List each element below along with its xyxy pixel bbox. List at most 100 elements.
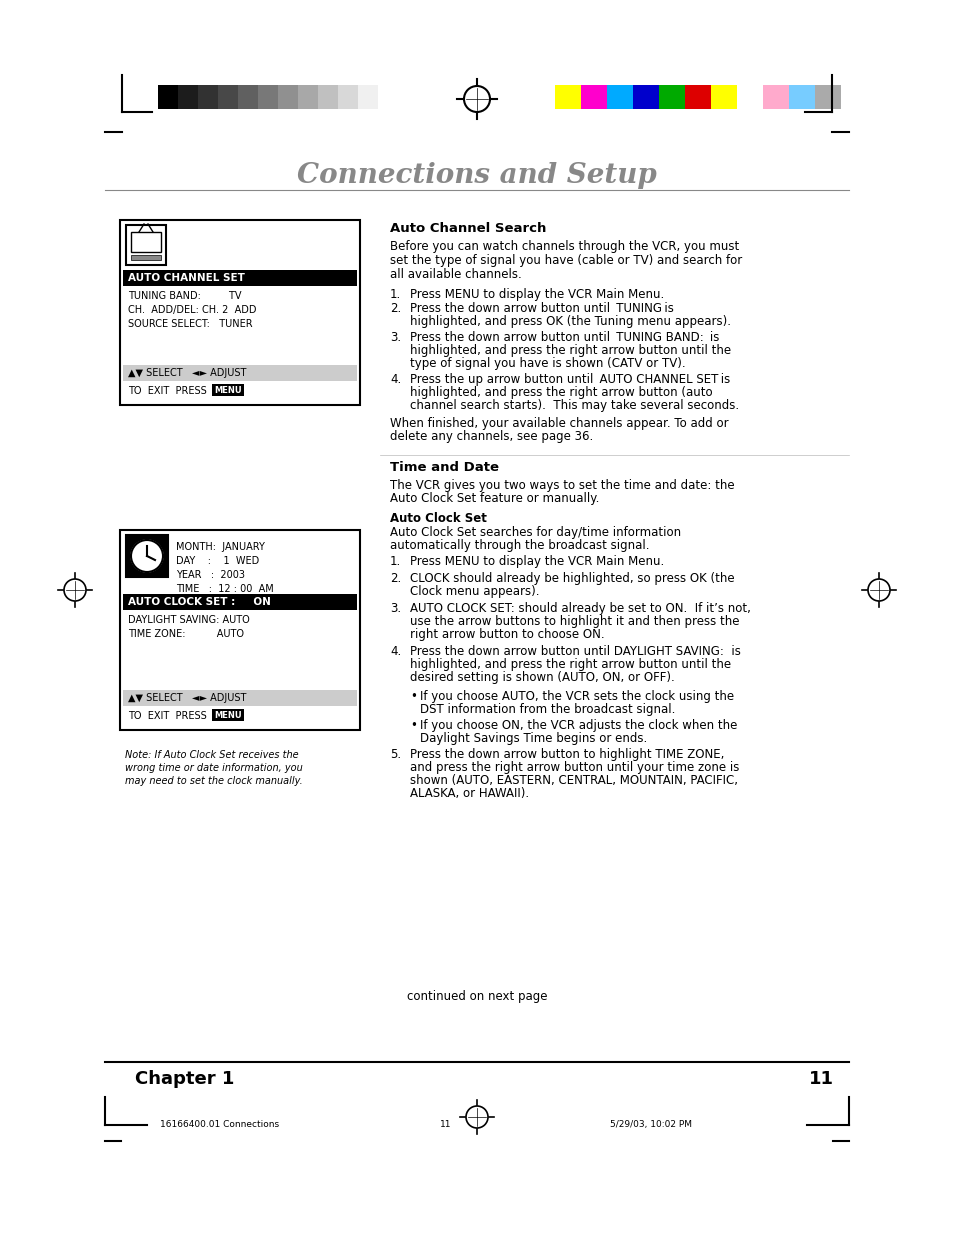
Text: 5/29/03, 10:02 PM: 5/29/03, 10:02 PM: [609, 1120, 691, 1129]
Text: use the arrow buttons to highlight it and then press the: use the arrow buttons to highlight it an…: [410, 615, 739, 629]
Text: all available channels.: all available channels.: [390, 268, 521, 282]
Text: TO  EXIT  PRESS: TO EXIT PRESS: [128, 711, 210, 721]
Text: 2.: 2.: [390, 572, 401, 585]
Bar: [659, 85, 684, 109]
Text: CLOCK should already be highlighted, so press OK (the: CLOCK should already be highlighted, so …: [410, 572, 734, 585]
Bar: [158, 85, 178, 109]
Circle shape: [131, 540, 163, 572]
Text: TIME ZONE:          AUTO: TIME ZONE: AUTO: [128, 629, 244, 638]
Text: The VCR gives you two ways to set the time and date: the: The VCR gives you two ways to set the ti…: [390, 479, 734, 492]
Text: AUTO CLOCK SET: should already be set to ON.  If it’s not,: AUTO CLOCK SET: should already be set to…: [410, 601, 750, 615]
Text: Daylight Savings Time begins or ends.: Daylight Savings Time begins or ends.: [419, 732, 646, 745]
Bar: [762, 85, 788, 109]
Text: 4.: 4.: [390, 645, 401, 658]
Text: channel search starts).  This may take several seconds.: channel search starts). This may take se…: [410, 399, 739, 412]
Text: Chapter 1: Chapter 1: [135, 1070, 234, 1088]
Bar: [337, 85, 357, 109]
Bar: [633, 85, 659, 109]
Bar: [555, 85, 580, 109]
Text: desired setting is shown (AUTO, ON, or OFF).: desired setting is shown (AUTO, ON, or O…: [410, 671, 674, 684]
Text: right arrow button to choose ON.: right arrow button to choose ON.: [410, 629, 604, 641]
Text: highlighted, and press OK (the Tuning menu appears).: highlighted, and press OK (the Tuning me…: [410, 315, 730, 329]
Text: ▲▼ SELECT   ◄► ADJUST: ▲▼ SELECT ◄► ADJUST: [128, 368, 246, 378]
Text: Auto Clock Set feature or manually.: Auto Clock Set feature or manually.: [390, 492, 598, 505]
Text: Press MENU to display the VCR Main Menu.: Press MENU to display the VCR Main Menu.: [410, 555, 663, 568]
Text: 4.: 4.: [390, 373, 401, 387]
Text: Press the down arrow button until  TUNING is: Press the down arrow button until TUNING…: [410, 303, 673, 315]
Text: AUTO CHANNEL SET: AUTO CHANNEL SET: [128, 273, 245, 283]
Text: set the type of signal you have (cable or TV) and search for: set the type of signal you have (cable o…: [390, 254, 741, 267]
Text: DAY    :    1  WED: DAY : 1 WED: [175, 556, 259, 566]
Bar: [123, 366, 356, 382]
Text: If you choose ON, the VCR adjusts the clock when the: If you choose ON, the VCR adjusts the cl…: [419, 719, 737, 732]
Text: AUTO CLOCK SET :     ON: AUTO CLOCK SET : ON: [128, 597, 271, 606]
Bar: [377, 85, 397, 109]
Bar: [357, 85, 377, 109]
Text: YEAR   :  2003: YEAR : 2003: [175, 571, 245, 580]
Text: 5.: 5.: [390, 748, 400, 761]
Text: MENU: MENU: [214, 710, 241, 720]
Bar: [212, 709, 244, 721]
Text: When finished, your available channels appear. To add or: When finished, your available channels a…: [390, 417, 728, 430]
Text: Press MENU to display the VCR Main Menu.: Press MENU to display the VCR Main Menu.: [410, 288, 663, 301]
Text: SOURCE SELECT:   TUNER: SOURCE SELECT: TUNER: [128, 319, 253, 329]
Bar: [131, 254, 161, 261]
Bar: [737, 85, 762, 109]
Text: Auto Clock Set searches for day/time information: Auto Clock Set searches for day/time inf…: [390, 526, 680, 538]
Text: 1.: 1.: [390, 555, 401, 568]
Text: highlighted, and press the right arrow button (auto: highlighted, and press the right arrow b…: [410, 387, 712, 399]
Bar: [131, 232, 161, 252]
Text: Press the up arrow button until  AUTO CHANNEL SET is: Press the up arrow button until AUTO CHA…: [410, 373, 729, 387]
Text: Press the down arrow button to highlight TIME ZONE,: Press the down arrow button to highlight…: [410, 748, 723, 761]
Text: Time and Date: Time and Date: [390, 461, 498, 474]
Text: TO  EXIT  PRESS: TO EXIT PRESS: [128, 387, 210, 396]
Bar: [126, 225, 166, 266]
Text: •: •: [410, 690, 416, 703]
Text: wrong time or date information, you: wrong time or date information, you: [125, 763, 302, 773]
Bar: [606, 85, 633, 109]
Bar: [120, 530, 359, 730]
Bar: [123, 270, 356, 287]
Text: Note: If Auto Clock Set receives the: Note: If Auto Clock Set receives the: [125, 750, 298, 760]
Text: Connections and Setup: Connections and Setup: [296, 162, 657, 189]
Text: MENU: MENU: [214, 385, 241, 394]
Text: TIME   :  12 : 00  AM: TIME : 12 : 00 AM: [175, 584, 274, 594]
Bar: [198, 85, 218, 109]
Text: shown (AUTO, EASTERN, CENTRAL, MOUNTAIN, PACIFIC,: shown (AUTO, EASTERN, CENTRAL, MOUNTAIN,…: [410, 774, 738, 787]
Bar: [123, 690, 356, 706]
Text: If you choose AUTO, the VCR sets the clock using the: If you choose AUTO, the VCR sets the clo…: [419, 690, 734, 703]
Text: highlighted, and press the right arrow button until the: highlighted, and press the right arrow b…: [410, 658, 730, 671]
Text: 1.: 1.: [390, 288, 401, 301]
Bar: [297, 85, 317, 109]
Text: delete any channels, see page 36.: delete any channels, see page 36.: [390, 430, 593, 443]
Text: automatically through the broadcast signal.: automatically through the broadcast sign…: [390, 538, 649, 552]
Bar: [277, 85, 297, 109]
Bar: [126, 535, 168, 577]
Text: CH.  ADD/DEL: CH. 2  ADD: CH. ADD/DEL: CH. 2 ADD: [128, 305, 256, 315]
Text: Press the down arrow button until DAYLIGHT SAVING:  is: Press the down arrow button until DAYLIG…: [410, 645, 740, 658]
Bar: [814, 85, 841, 109]
Text: 3.: 3.: [390, 601, 400, 615]
Text: Press the down arrow button until  TUNING BAND:  is: Press the down arrow button until TUNING…: [410, 331, 719, 345]
Text: 16166400.01 Connections: 16166400.01 Connections: [160, 1120, 279, 1129]
Text: MONTH:  JANUARY: MONTH: JANUARY: [175, 542, 265, 552]
Text: Clock menu appears).: Clock menu appears).: [410, 585, 539, 598]
Text: ▲▼ SELECT   ◄► ADJUST: ▲▼ SELECT ◄► ADJUST: [128, 693, 246, 703]
Bar: [257, 85, 277, 109]
Bar: [218, 85, 237, 109]
Bar: [684, 85, 710, 109]
Text: 11: 11: [808, 1070, 833, 1088]
Bar: [123, 594, 356, 610]
Text: continued on next page: continued on next page: [406, 990, 547, 1003]
Bar: [237, 85, 257, 109]
Text: DST information from the broadcast signal.: DST information from the broadcast signa…: [419, 703, 675, 716]
Text: type of signal you have is shown (CATV or TV).: type of signal you have is shown (CATV o…: [410, 357, 685, 370]
Text: TUNING BAND:         TV: TUNING BAND: TV: [128, 291, 241, 301]
Bar: [212, 384, 244, 396]
Text: 11: 11: [439, 1120, 451, 1129]
Text: 3.: 3.: [390, 331, 400, 345]
Text: •: •: [410, 719, 416, 732]
Bar: [580, 85, 606, 109]
Text: 2.: 2.: [390, 303, 401, 315]
Text: highlighted, and press the right arrow button until the: highlighted, and press the right arrow b…: [410, 345, 730, 357]
